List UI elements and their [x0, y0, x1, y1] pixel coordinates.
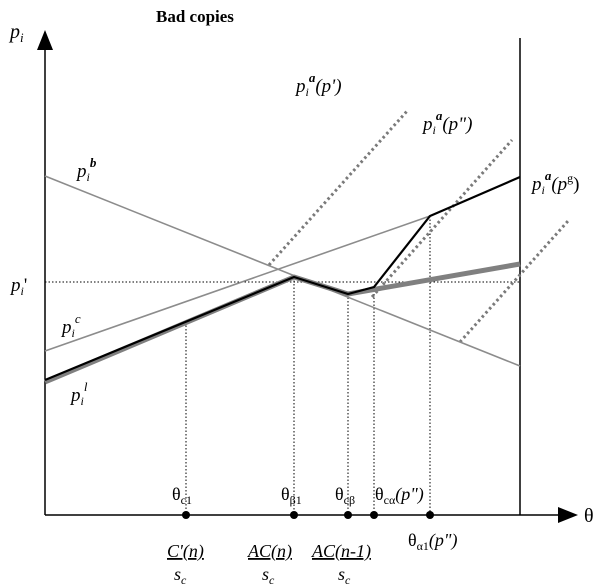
svg-text:C'(n): C'(n) — [167, 541, 204, 562]
fraction-ac-n: AC(n) sc — [247, 541, 292, 587]
marker-beta1 — [290, 511, 298, 519]
title: Bad copies — [156, 7, 234, 26]
svg-text:AC(n-1): AC(n-1) — [311, 541, 371, 562]
black-path — [44, 175, 521, 382]
y-axis-label: pi — [8, 21, 24, 45]
x-axis-label: θ — [584, 505, 594, 527]
marker-calpha — [370, 511, 378, 519]
fraction-c-prime-n: C'(n) sc — [167, 541, 204, 587]
p-prime-label: pi' — [9, 275, 27, 298]
svg-text:AC(n): AC(n) — [247, 541, 292, 562]
svg-text:sc: sc — [338, 564, 351, 587]
theta-calpha-label: θcα(p") — [375, 484, 424, 507]
marker-cbeta — [344, 511, 352, 519]
x-axis-arrow — [558, 507, 578, 523]
pl-label: pil — [69, 379, 88, 408]
pa-double-prime-label: pia(p") — [421, 108, 472, 137]
pa-double-prime-line — [370, 139, 514, 298]
svg-text:sc: sc — [174, 564, 187, 587]
pa-prime-line — [267, 108, 410, 267]
marker-c1 — [182, 511, 190, 519]
pc-line — [44, 215, 431, 352]
theta-beta1-label: θβ1 — [281, 484, 302, 507]
pb-label: pib — [75, 155, 97, 184]
y-axis-arrow — [37, 30, 53, 50]
svg-text:sc: sc — [262, 564, 275, 587]
theta-alpha1-label: θα1(p") — [408, 530, 457, 553]
pc-label: pic — [60, 311, 81, 340]
marker-alpha1 — [426, 511, 434, 519]
fraction-ac-n-minus-1: AC(n-1) sc — [311, 541, 371, 587]
pb-line — [44, 175, 521, 367]
theta-c1-label: θc1 — [172, 484, 192, 507]
pa-prime-label: pia(p') — [294, 70, 342, 99]
theta-cbeta-label: θcβ — [335, 484, 355, 507]
pa-g-label: pia(pg) — [530, 168, 580, 197]
